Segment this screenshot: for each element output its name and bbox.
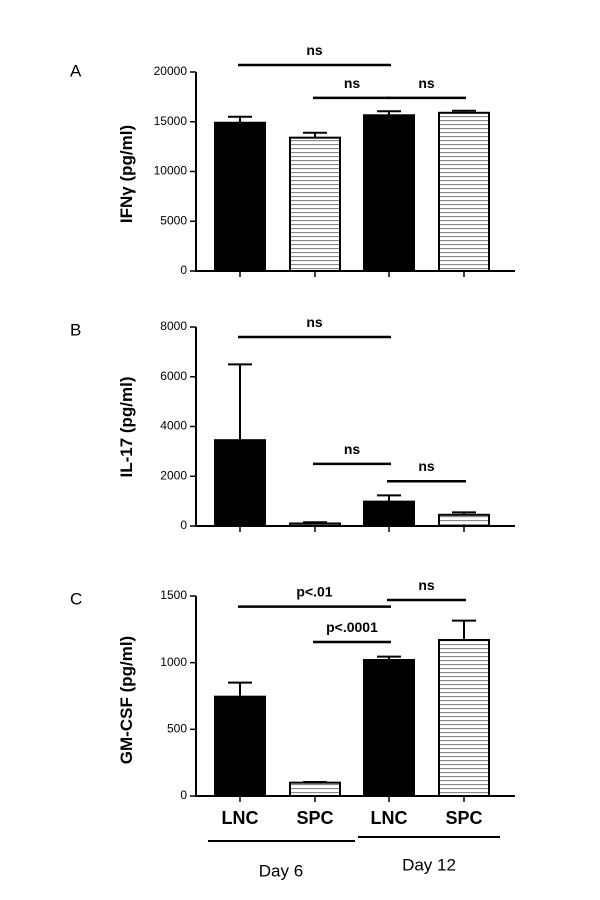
panel-label: B: [70, 320, 81, 339]
y-tick-label: 500: [167, 722, 187, 736]
y-tick-label: 1500: [160, 588, 187, 602]
bar: [363, 500, 415, 527]
bar: [214, 695, 266, 798]
bar: [289, 136, 341, 272]
significance-label: p<.01: [296, 584, 332, 600]
y-tick-label: 4000: [160, 419, 187, 433]
y-tick-label: 5000: [160, 213, 187, 227]
significance-label: ns: [344, 441, 361, 457]
significance-label: ns: [418, 75, 435, 91]
bar: [438, 513, 490, 528]
y-axis-label: IL-17 (pg/ml): [117, 376, 136, 477]
significance-label: ns: [306, 314, 323, 330]
y-tick-label: 20000: [154, 64, 188, 78]
panel-label: A: [70, 61, 82, 80]
x-category-label: LNC: [371, 808, 408, 828]
group-label: Day 12: [402, 855, 456, 874]
y-tick-label: 0: [180, 518, 187, 532]
y-tick-label: 0: [180, 263, 187, 277]
y-tick-label: 10000: [154, 164, 188, 178]
bar: [289, 522, 341, 528]
y-tick-label: 2000: [160, 468, 187, 482]
y-tick-label: 1000: [160, 655, 187, 669]
y-axis-label: IFNγ (pg/ml): [117, 125, 136, 223]
y-tick-label: 8000: [160, 319, 187, 333]
significance-label: ns: [306, 42, 323, 58]
bar: [214, 121, 266, 273]
bar: [438, 639, 490, 797]
significance-label: ns: [418, 458, 435, 474]
bar: [214, 439, 266, 527]
panel-label: C: [70, 589, 82, 608]
y-tick-label: 6000: [160, 369, 187, 383]
x-category-label: LNC: [222, 808, 259, 828]
y-axis-label: GM-CSF (pg/ml): [117, 636, 136, 764]
significance-label: ns: [418, 577, 435, 593]
significance-label: ns: [344, 75, 361, 91]
group-label: Day 6: [259, 861, 303, 880]
bar: [438, 111, 490, 272]
x-category-label: SPC: [296, 808, 333, 828]
bar: [363, 114, 415, 272]
y-tick-label: 15000: [154, 114, 188, 128]
y-tick-label: 0: [180, 788, 187, 802]
bar: [289, 781, 341, 798]
bar: [363, 659, 415, 797]
significance-label: p<.0001: [326, 619, 378, 635]
x-category-label: SPC: [445, 808, 482, 828]
